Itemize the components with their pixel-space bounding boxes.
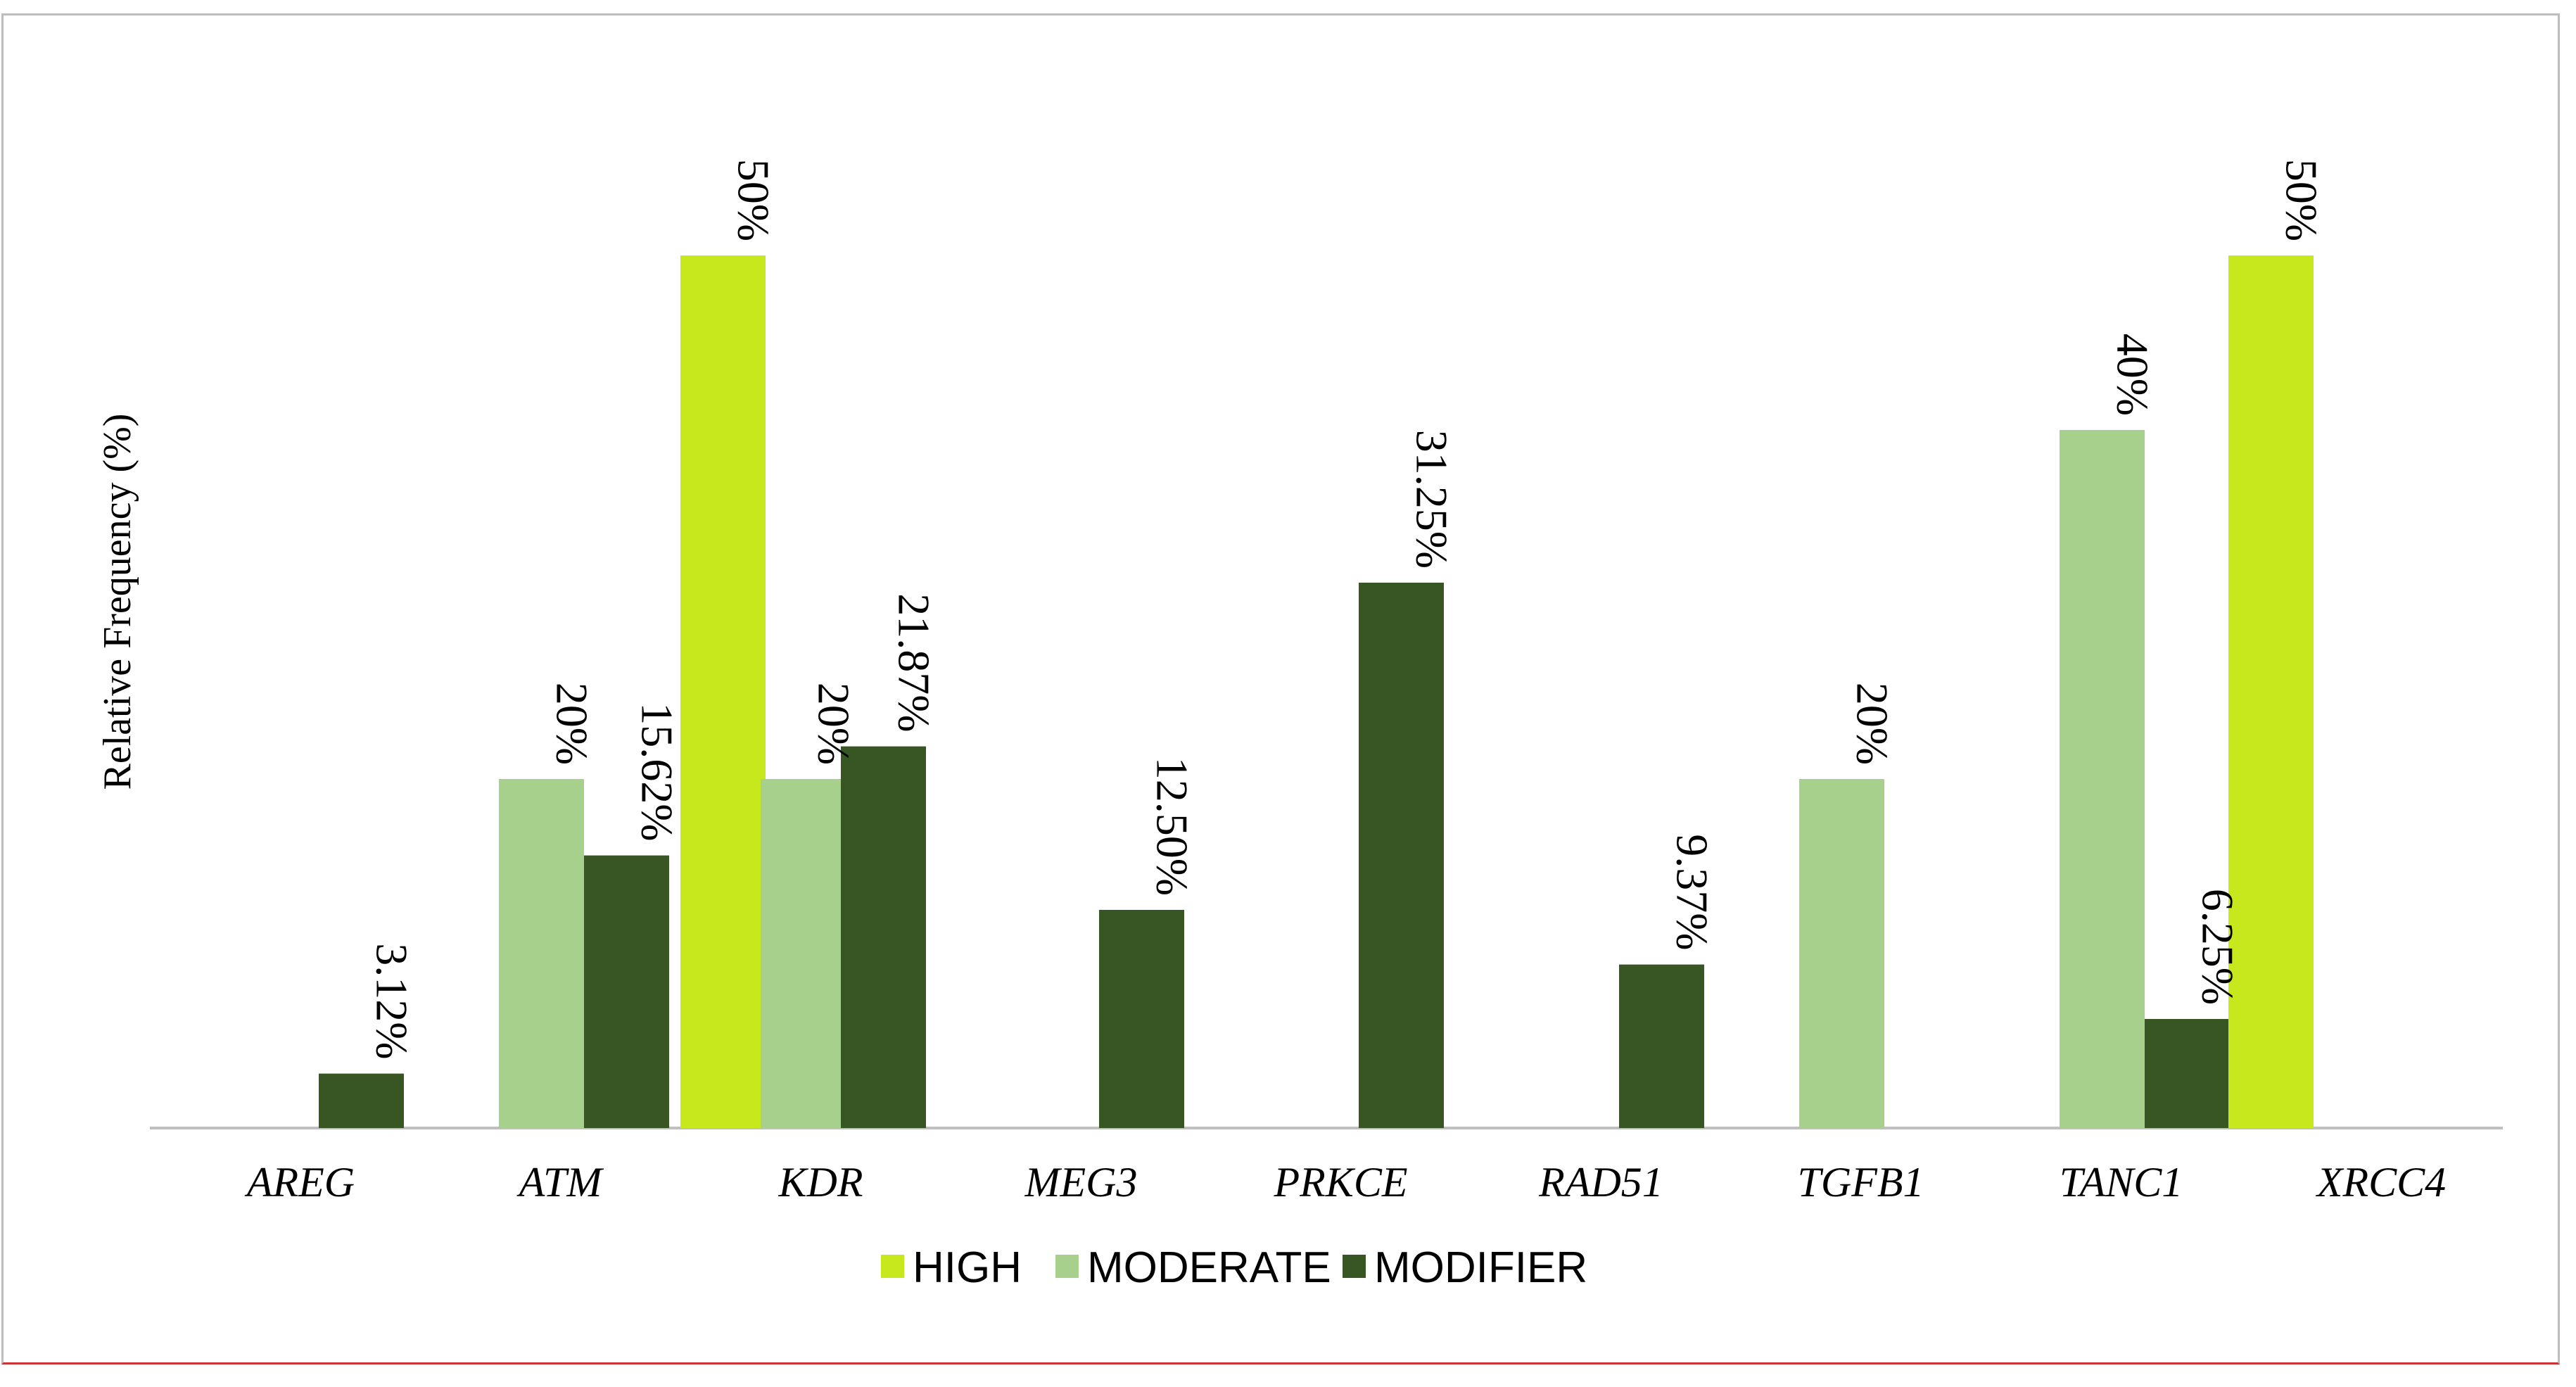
category-label: MEG3 bbox=[1024, 1159, 1138, 1205]
category-label: XRCC4 bbox=[2316, 1159, 2446, 1205]
category-label: KDR bbox=[778, 1159, 863, 1205]
bar-modifier-kdr bbox=[841, 746, 926, 1128]
data-label: 50% bbox=[729, 159, 779, 241]
data-label: 15.62% bbox=[633, 702, 683, 841]
bar-moderate-tanc1 bbox=[2060, 430, 2145, 1128]
legend-label-modifier: MODIFIER bbox=[1374, 1243, 1587, 1292]
data-label: 20% bbox=[809, 683, 859, 765]
data-label: 21.87% bbox=[889, 593, 939, 732]
category-label: PRKCE bbox=[1274, 1159, 1408, 1205]
data-label: 20% bbox=[1848, 683, 1898, 765]
bar-moderate-kdr bbox=[761, 779, 846, 1128]
category-label: TANC1 bbox=[2060, 1159, 2183, 1205]
legend-swatch-moderate bbox=[1055, 1255, 1079, 1278]
data-label: 40% bbox=[2108, 334, 2158, 416]
bar-moderate-tgfb1 bbox=[1799, 779, 1884, 1128]
bar-high-xrcc4 bbox=[2228, 255, 2314, 1128]
data-label: 6.25% bbox=[2193, 889, 2243, 1005]
legend-swatch-high bbox=[881, 1255, 904, 1278]
legend-swatch-modifier bbox=[1343, 1255, 1366, 1278]
bar-moderate-atm bbox=[499, 779, 584, 1128]
data-label: 50% bbox=[2277, 159, 2327, 241]
legend-label-high: HIGH bbox=[913, 1243, 1022, 1292]
bar-modifier-prkce bbox=[1359, 583, 1444, 1128]
bar-modifier-tanc1 bbox=[2145, 1019, 2230, 1128]
data-label: 20% bbox=[547, 683, 597, 765]
bar-modifier-rad51 bbox=[1619, 964, 1704, 1128]
y-axis-label: Relative Frequency (%) bbox=[96, 414, 139, 790]
legend-label-moderate: MODERATE bbox=[1087, 1243, 1331, 1292]
data-label: 3.12% bbox=[367, 943, 417, 1059]
bar-modifier-areg bbox=[319, 1073, 404, 1128]
category-label: TGFB1 bbox=[1798, 1159, 1924, 1205]
category-label: AREG bbox=[244, 1159, 355, 1205]
data-label: 12.50% bbox=[1148, 757, 1198, 896]
bar-modifier-meg3 bbox=[1099, 910, 1184, 1128]
bar-high-kdr bbox=[680, 255, 766, 1128]
category-label: ATM bbox=[516, 1159, 604, 1205]
data-label: 31.25% bbox=[1407, 430, 1457, 569]
bar-modifier-atm bbox=[584, 855, 669, 1128]
category-label: RAD51 bbox=[1538, 1159, 1663, 1205]
data-label: 9.37% bbox=[1668, 834, 1718, 950]
